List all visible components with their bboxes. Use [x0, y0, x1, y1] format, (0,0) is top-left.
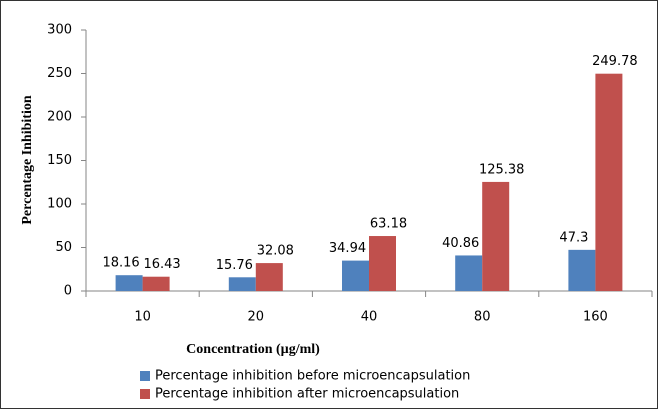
- bar: [568, 249, 596, 291]
- x-tick-label: 40: [361, 310, 378, 325]
- y-tick-label: 150: [47, 153, 72, 168]
- y-tick-label: 0: [64, 284, 72, 299]
- x-tick-label: 80: [474, 310, 491, 325]
- x-tick-label: 160: [583, 310, 608, 325]
- bar: [142, 276, 170, 291]
- data-label: 40.86: [442, 236, 479, 251]
- bar: [228, 277, 256, 291]
- data-label: 15.76: [216, 258, 253, 273]
- bar: [115, 275, 143, 291]
- data-label: 34.94: [329, 241, 366, 256]
- data-label: 32.08: [257, 244, 294, 259]
- legend-swatch: [140, 371, 150, 381]
- data-label: 63.18: [370, 217, 407, 232]
- bar: [455, 255, 483, 291]
- y-tick-label: 50: [55, 240, 72, 255]
- legend-swatch: [140, 389, 150, 399]
- bar: [482, 181, 510, 291]
- bar: [255, 263, 283, 291]
- y-tick-label: 100: [47, 197, 72, 212]
- x-axis-title: Concentration (µg/ml): [186, 342, 320, 357]
- y-tick-label: 300: [47, 23, 72, 38]
- bar: [595, 73, 623, 291]
- data-label: 249.78: [592, 54, 638, 69]
- data-label: 16.43: [143, 257, 180, 272]
- y-tick-label: 250: [47, 66, 72, 81]
- bar: [369, 236, 396, 291]
- legend-label: Percentage inhibition after microencapsu…: [155, 387, 459, 402]
- y-axis-title: Percentage Inhibition: [20, 95, 35, 224]
- x-tick-label: 10: [134, 310, 151, 325]
- legend-label: Percentage inhibition before microencaps…: [155, 369, 470, 384]
- data-label: 18.16: [102, 256, 139, 271]
- data-label: 47.3: [559, 230, 588, 245]
- y-tick-label: 200: [47, 110, 72, 125]
- data-label: 125.38: [479, 162, 525, 177]
- bar: [342, 260, 369, 291]
- x-tick-label: 20: [248, 310, 265, 325]
